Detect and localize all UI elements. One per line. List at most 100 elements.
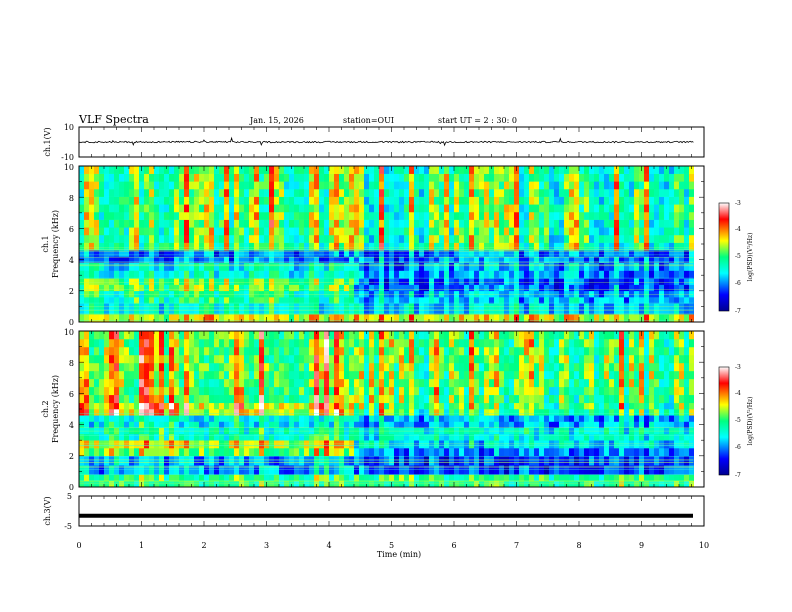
spectrogram-cell [354, 284, 360, 292]
spectrogram-cell [304, 188, 310, 197]
spectrogram-cell [99, 448, 105, 457]
spectrogram-cell [564, 181, 570, 190]
spectrogram-cell [464, 370, 470, 380]
spectrogram-cell [524, 415, 530, 422]
spectrogram-cell [344, 448, 350, 457]
spectrogram-cell [444, 386, 450, 396]
spectrogram-cell [479, 297, 485, 304]
spectrogram-cell [189, 378, 195, 388]
spectrogram-cell [154, 465, 160, 475]
spectrogram-cell [374, 188, 380, 197]
spectrogram-cell [269, 196, 275, 205]
spectrogram-cell [574, 166, 580, 174]
spectrogram-cell [384, 409, 390, 416]
spectrogram-cell [579, 219, 585, 228]
spectrogram-cell [344, 173, 350, 182]
spectrogram-cell [644, 284, 650, 292]
spectrogram-cell [489, 386, 495, 396]
spectrogram-cell [399, 378, 405, 388]
spectrogram-cell [414, 196, 420, 205]
spectrogram-cell [304, 409, 310, 416]
spectrogram-cell [184, 290, 190, 298]
spectrogram-cell [209, 303, 215, 315]
spectrogram-cell [94, 433, 100, 441]
spectrogram-cell [484, 402, 490, 410]
spectrogram-cell [509, 196, 515, 205]
spectrogram-cell [374, 346, 380, 356]
spectrogram-cell [409, 378, 415, 388]
spectrogram-cell [299, 250, 305, 257]
spectrogram-cell [144, 284, 150, 292]
spectrogram-cell [649, 284, 655, 292]
spectrogram-cell [454, 227, 460, 236]
spectrogram-cell [199, 402, 205, 410]
spectrogram-cell [579, 227, 585, 236]
spectrogram-cell [654, 297, 660, 304]
spectrogram-cell [654, 227, 660, 236]
spectrogram-cell [154, 290, 160, 298]
spectrogram-cell [339, 402, 345, 410]
spectrogram-cell [329, 211, 335, 220]
spectrogram-cell [459, 448, 465, 457]
spectrogram-cell [324, 303, 330, 315]
spectrogram-cell [219, 256, 225, 264]
spectrogram-cell [579, 433, 585, 441]
spectrogram-cell [534, 219, 540, 228]
spectrogram-cell [474, 290, 480, 298]
spectrogram-cell [504, 204, 510, 213]
spectrogram-cell [554, 211, 560, 220]
spectrogram-cell [129, 448, 135, 457]
spectrogram-cell [434, 455, 440, 466]
spectrogram-cell [164, 338, 170, 348]
spectrogram-cell [294, 448, 300, 457]
spectrogram-cell [214, 455, 220, 466]
spectrogram-cell [129, 284, 135, 292]
spectrogram-cell [364, 204, 370, 213]
spectrogram-cell [224, 278, 230, 285]
spectrogram-cell [449, 262, 455, 271]
spectrogram-cell [494, 204, 500, 213]
spectrogram-cell [349, 465, 355, 475]
spectrogram-cell [144, 415, 150, 422]
spectrogram-cell [509, 440, 515, 449]
spectrogram-cell [549, 354, 555, 364]
spectrogram-cell [99, 234, 105, 243]
spectrogram-cell [154, 219, 160, 228]
spectrogram-cell [144, 262, 150, 271]
spectrogram-cell [274, 219, 280, 228]
spectrogram-cell [264, 370, 270, 380]
spectrogram-cell [289, 421, 295, 429]
spectrogram-cell [359, 370, 365, 380]
spectrogram-cell [214, 297, 220, 304]
spectrogram-cell [229, 204, 235, 213]
spectrogram-cell [449, 188, 455, 197]
spectrogram-cell [424, 250, 430, 257]
spectrogram-cell [424, 227, 430, 236]
spectrogram-cell [429, 219, 435, 228]
spectrogram-cell [439, 227, 445, 236]
spectrogram-cell [479, 386, 485, 396]
spectrogram-cell [99, 262, 105, 271]
spectrogram-cell [139, 196, 145, 205]
spectrogram-cell [209, 346, 215, 356]
spectrogram-cell [99, 242, 105, 251]
spectrogram-cell [254, 421, 260, 429]
spectrogram-cell [509, 303, 515, 315]
spectrogram-cell [304, 219, 310, 228]
spectrogram-cell [469, 250, 475, 257]
spectrogram-cell [239, 256, 245, 264]
spectrogram-cell [674, 204, 680, 213]
spectrogram-cell [274, 297, 280, 304]
spectrogram-cell [139, 474, 145, 482]
spectrogram-cell [109, 370, 115, 380]
spectrogram-cell [399, 346, 405, 356]
spectrogram-cell [304, 421, 310, 429]
spectrogram-cell [679, 297, 685, 304]
spectrogram-cell [454, 378, 460, 388]
spectrogram-cell [624, 250, 630, 257]
spectrogram-cell [409, 402, 415, 410]
spectrogram-cell [204, 354, 210, 364]
spectrogram-cell [324, 378, 330, 388]
spectrogram-cell [239, 270, 245, 279]
spectrogram-cell [154, 234, 160, 243]
